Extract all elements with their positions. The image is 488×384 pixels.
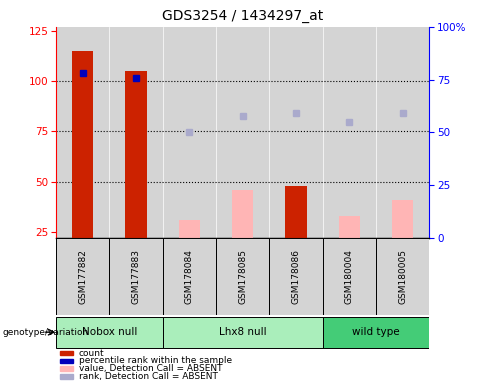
Text: GSM178084: GSM178084 xyxy=(185,249,194,304)
Text: wild type: wild type xyxy=(352,327,400,337)
Bar xyxy=(376,238,429,315)
Text: GSM177883: GSM177883 xyxy=(132,249,141,304)
Bar xyxy=(285,186,307,238)
Bar xyxy=(109,238,163,315)
Text: percentile rank within the sample: percentile rank within the sample xyxy=(79,356,232,366)
Bar xyxy=(323,27,376,238)
Bar xyxy=(60,359,73,363)
Bar xyxy=(125,71,147,238)
Text: GSM177882: GSM177882 xyxy=(78,249,87,304)
Bar xyxy=(56,316,163,348)
Bar xyxy=(56,238,109,315)
Bar xyxy=(339,216,360,238)
Text: GSM178085: GSM178085 xyxy=(238,249,247,304)
Bar xyxy=(163,316,323,348)
Bar xyxy=(163,27,216,238)
Text: rank, Detection Call = ABSENT: rank, Detection Call = ABSENT xyxy=(79,372,217,381)
Text: value, Detection Call = ABSENT: value, Detection Call = ABSENT xyxy=(79,364,222,373)
Text: GSM180005: GSM180005 xyxy=(398,249,407,304)
Text: genotype/variation: genotype/variation xyxy=(2,328,89,337)
Bar xyxy=(60,351,73,356)
Bar xyxy=(392,200,413,238)
Text: GSM178086: GSM178086 xyxy=(292,249,301,304)
Bar xyxy=(56,27,109,238)
Bar xyxy=(323,316,429,348)
Bar xyxy=(232,190,253,238)
Title: GDS3254 / 1434297_at: GDS3254 / 1434297_at xyxy=(162,9,324,23)
Text: Nobox null: Nobox null xyxy=(82,327,137,337)
Text: GSM180004: GSM180004 xyxy=(345,249,354,304)
Bar xyxy=(216,27,269,238)
Bar xyxy=(60,366,73,371)
Bar xyxy=(179,220,200,238)
Bar xyxy=(72,51,94,238)
Bar xyxy=(269,27,323,238)
Bar xyxy=(269,238,323,315)
Bar xyxy=(323,238,376,315)
Bar xyxy=(376,27,429,238)
Text: Lhx8 null: Lhx8 null xyxy=(219,327,266,337)
Bar xyxy=(60,374,73,379)
Bar xyxy=(163,238,216,315)
Text: count: count xyxy=(79,349,104,358)
Bar xyxy=(109,27,163,238)
Bar xyxy=(216,238,269,315)
